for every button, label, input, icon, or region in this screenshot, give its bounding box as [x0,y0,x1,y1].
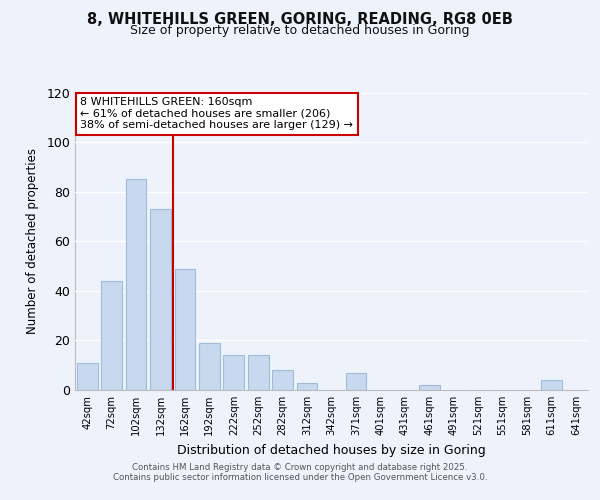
Bar [125,180,146,390]
Bar [272,370,293,390]
Bar [419,385,440,390]
Text: 8 WHITEHILLS GREEN: 160sqm
← 61% of detached houses are smaller (206)
38% of sem: 8 WHITEHILLS GREEN: 160sqm ← 61% of deta… [80,97,353,130]
Text: Size of property relative to detached houses in Goring: Size of property relative to detached ho… [130,24,470,37]
Bar [541,380,562,390]
X-axis label: Distribution of detached houses by size in Goring: Distribution of detached houses by size … [177,444,486,456]
Text: Contains public sector information licensed under the Open Government Licence v3: Contains public sector information licen… [113,474,487,482]
Bar [77,362,98,390]
Bar [223,356,244,390]
Y-axis label: Number of detached properties: Number of detached properties [26,148,40,334]
Bar [101,281,122,390]
Bar [296,382,317,390]
Bar [175,268,196,390]
Bar [199,343,220,390]
Bar [248,356,269,390]
Bar [346,372,367,390]
Bar [150,209,171,390]
Text: Contains HM Land Registry data © Crown copyright and database right 2025.: Contains HM Land Registry data © Crown c… [132,462,468,471]
Text: 8, WHITEHILLS GREEN, GORING, READING, RG8 0EB: 8, WHITEHILLS GREEN, GORING, READING, RG… [87,12,513,28]
